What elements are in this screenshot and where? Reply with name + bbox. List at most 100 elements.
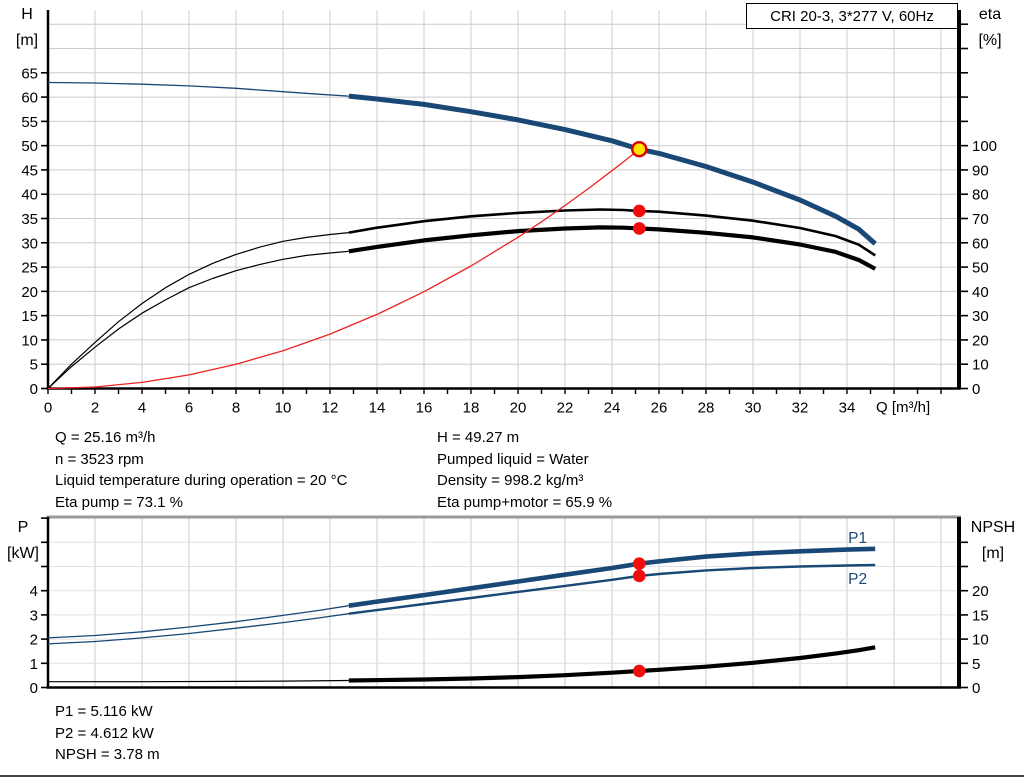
h-axis-label: H [m] bbox=[10, 2, 44, 54]
curve-label-p1: P1 bbox=[848, 530, 867, 547]
x-axis-tick-label: 28 bbox=[698, 400, 715, 417]
left-axis-tick-label: 5 bbox=[30, 357, 38, 374]
left-axis-tick-label: 3 bbox=[30, 607, 38, 624]
system-curve bbox=[47, 148, 640, 390]
right-axis-tick-label: 90 bbox=[972, 162, 989, 179]
p1-point bbox=[632, 557, 646, 570]
x-axis-tick-label: 20 bbox=[510, 400, 527, 417]
info-line: Q = 25.16 m³/h bbox=[55, 429, 156, 446]
npsh-point bbox=[632, 664, 646, 678]
left-axis-tick-label: 45 bbox=[21, 162, 38, 179]
x-axis-tick-label: 14 bbox=[369, 400, 386, 417]
duty-point bbox=[631, 140, 648, 158]
right-axis-tick-label: 60 bbox=[972, 235, 989, 252]
info-line: Eta pump = 73.1 % bbox=[55, 494, 183, 512]
x-axis-tick-label: 24 bbox=[604, 400, 621, 417]
x-axis-tick-label: 12 bbox=[322, 400, 339, 417]
right-axis-tick-label: 10 bbox=[972, 632, 989, 649]
left-axis-tick-label: 50 bbox=[21, 138, 38, 155]
left-axis-tick-label: 0 bbox=[30, 680, 38, 697]
pump-title-box: CRI 20-3, 3*277 V, 60Hz bbox=[746, 3, 958, 29]
eta-pump-curve-thin bbox=[47, 232, 349, 389]
info-line: P1 = 5.116 kW bbox=[55, 703, 153, 720]
bottom-divider bbox=[0, 775, 1024, 777]
info-line: H = 49.27 m bbox=[437, 429, 520, 446]
right-axis-tick-label: 15 bbox=[972, 607, 989, 624]
info-line: NPSH = 3.78 m bbox=[55, 746, 160, 764]
info-line: P2 = 4.612 kW bbox=[55, 724, 154, 742]
head-curve-thin bbox=[47, 81, 349, 97]
left-axis-tick-label: 35 bbox=[21, 211, 38, 228]
left-axis-tick-label: 2 bbox=[30, 632, 38, 649]
right-axis-tick-label: 80 bbox=[972, 187, 989, 204]
left-axis-tick-label: 60 bbox=[21, 90, 38, 107]
left-axis-tick-label: 65 bbox=[21, 65, 38, 82]
x-axis-tick-label: 22 bbox=[557, 400, 574, 417]
x-axis-tick-label: 10 bbox=[275, 400, 292, 417]
x-axis-tick-label: 30 bbox=[745, 400, 762, 417]
x-axis-tick-label: 16 bbox=[416, 400, 433, 417]
x-axis-tick-label: 0 bbox=[44, 400, 52, 417]
q-axis-label: Q [m³/h] bbox=[876, 399, 931, 416]
right-axis-tick-label: 20 bbox=[972, 332, 989, 349]
x-axis-tick-label: 4 bbox=[138, 400, 146, 417]
left-axis-tick-label: 40 bbox=[21, 187, 38, 204]
right-axis-tick-label: 5 bbox=[972, 656, 980, 673]
right-axis-tick-label: 30 bbox=[972, 308, 989, 325]
operating-data-right: H = 49.27 m Pumped liquid = Water Density … bbox=[437, 427, 612, 514]
operating-data-left: Q = 25.16 m³/h n = 3523 rpm Liquid tempera… bbox=[55, 427, 347, 514]
right-axis-tick-label: 0 bbox=[972, 381, 980, 398]
right-axis-tick-label: 50 bbox=[972, 260, 989, 277]
p1-curve-thin bbox=[47, 605, 349, 639]
p1-curve bbox=[348, 546, 876, 608]
eta-pump-motor-point bbox=[632, 222, 646, 235]
eta-pump-curve bbox=[348, 208, 876, 257]
h-axis-label-line2: [m] bbox=[15, 32, 39, 49]
eta-pump-motor-curve bbox=[348, 225, 877, 271]
left-axis-tick-label: 0 bbox=[30, 381, 38, 398]
left-axis-tick-label: 20 bbox=[21, 284, 38, 301]
left-axis-tick-label: 1 bbox=[30, 656, 38, 673]
curve-label-p2: P2 bbox=[848, 571, 867, 588]
npsh-curve bbox=[348, 645, 876, 683]
p2-point bbox=[632, 569, 646, 583]
info-line: n = 3523 rpm bbox=[55, 450, 144, 468]
npsh-axis-label-line2: [m] bbox=[981, 545, 1005, 562]
eta-axis-label-line2: [%] bbox=[978, 32, 1002, 49]
left-axis-tick-label: 4 bbox=[30, 583, 38, 600]
x-axis-tick-label: 26 bbox=[651, 400, 668, 417]
right-axis-tick-label: 10 bbox=[972, 357, 989, 374]
left-axis-tick-label: 55 bbox=[21, 114, 38, 131]
info-line: Liquid temperature during operation = 20… bbox=[55, 472, 348, 490]
right-axis-tick-label: 0 bbox=[972, 680, 980, 697]
x-axis-tick-label: 18 bbox=[463, 400, 480, 417]
right-axis-tick-label: 70 bbox=[972, 211, 989, 228]
p2-curve bbox=[348, 563, 876, 615]
x-axis-tick-label: 34 bbox=[839, 400, 856, 417]
right-axis-tick-label: 20 bbox=[972, 583, 989, 600]
x-axis-tick-label: 32 bbox=[792, 400, 809, 417]
p2-curve-thin bbox=[47, 613, 349, 645]
eta-pump-motor-curve-thin bbox=[47, 250, 349, 389]
p-axis-label-line2: [kW] bbox=[7, 545, 39, 562]
left-axis-tick-label: 10 bbox=[21, 332, 38, 349]
npsh-axis-label-line1: NPSH bbox=[970, 519, 1016, 536]
left-axis-tick-label: 15 bbox=[21, 308, 38, 325]
h-axis-label-line1: H bbox=[21, 6, 33, 23]
eta-axis-label: eta [%] bbox=[970, 2, 1010, 54]
info-line: Eta pump+motor = 65.9 % bbox=[437, 494, 613, 512]
npsh-axis-label: NPSH [m] bbox=[962, 515, 1024, 567]
eta-pump-point bbox=[632, 204, 646, 218]
left-axis-tick-label: 30 bbox=[21, 235, 38, 252]
power-data-lines: P1 = 5.116 kW P2 = 4.612 kW NPSH = 3.78 m bbox=[55, 701, 160, 766]
eta-axis-label-line1: eta bbox=[978, 6, 1002, 23]
x-axis-tick-label: 6 bbox=[185, 400, 193, 417]
npsh-curve-thin bbox=[48, 679, 349, 683]
info-line: Density = 998.2 kg/m³ bbox=[437, 472, 584, 490]
p-axis-label: P [kW] bbox=[2, 515, 44, 567]
x-axis-tick-label: 2 bbox=[91, 400, 99, 417]
right-axis-tick-label: 40 bbox=[972, 284, 989, 301]
info-line: Pumped liquid = Water bbox=[437, 450, 589, 468]
